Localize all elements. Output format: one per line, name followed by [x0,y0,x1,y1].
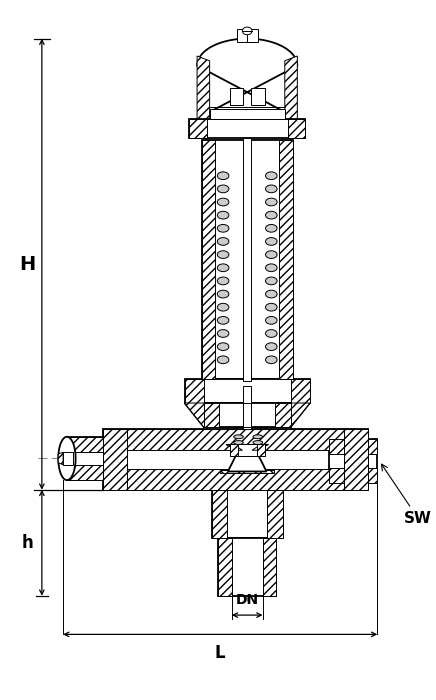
Ellipse shape [217,290,229,298]
Polygon shape [211,490,227,538]
Polygon shape [184,379,204,403]
Ellipse shape [217,172,229,180]
Bar [243,386,251,429]
Bar [243,138,251,381]
Polygon shape [228,456,266,472]
Polygon shape [267,490,283,538]
Ellipse shape [266,172,277,180]
Bar [243,403,251,427]
Polygon shape [329,439,377,454]
Polygon shape [288,118,305,138]
Ellipse shape [266,277,277,285]
Ellipse shape [266,264,277,272]
Polygon shape [67,437,117,452]
Ellipse shape [217,303,229,311]
Bar [184,379,310,403]
Ellipse shape [266,356,277,364]
Bar [251,88,265,105]
Ellipse shape [266,185,277,193]
Ellipse shape [253,440,262,444]
Polygon shape [275,403,290,427]
Bar [202,140,293,379]
Polygon shape [329,468,377,483]
Polygon shape [102,468,368,490]
Ellipse shape [266,251,277,258]
Polygon shape [202,140,215,379]
Ellipse shape [217,211,229,219]
Ellipse shape [217,225,229,232]
Bar [230,88,243,105]
Ellipse shape [217,277,229,285]
Ellipse shape [266,316,277,324]
Polygon shape [63,452,73,465]
Ellipse shape [217,330,229,337]
Ellipse shape [266,225,277,232]
Ellipse shape [217,198,229,206]
Text: SW: SW [382,464,432,526]
Polygon shape [102,429,127,490]
Text: L: L [215,644,225,662]
Text: H: H [19,255,36,274]
Polygon shape [204,403,219,427]
Ellipse shape [266,290,277,298]
Polygon shape [262,538,276,596]
Polygon shape [226,444,242,450]
Text: DN: DN [235,594,259,608]
Ellipse shape [234,435,243,439]
Polygon shape [218,538,232,596]
Polygon shape [197,56,210,118]
Ellipse shape [58,437,75,480]
Polygon shape [257,444,265,456]
Polygon shape [102,429,368,450]
Bar [230,444,265,456]
Polygon shape [290,379,310,403]
Ellipse shape [217,264,229,272]
Polygon shape [184,403,310,427]
Bar [211,490,283,538]
Bar [189,118,305,138]
Polygon shape [189,118,207,138]
Ellipse shape [217,251,229,258]
Ellipse shape [266,330,277,337]
Ellipse shape [217,356,229,364]
Polygon shape [197,38,297,118]
Polygon shape [184,403,219,427]
Ellipse shape [217,343,229,351]
Bar [237,29,258,43]
Ellipse shape [217,185,229,193]
Ellipse shape [217,316,229,324]
Ellipse shape [266,343,277,351]
Polygon shape [58,452,63,465]
Bar [210,109,285,118]
Ellipse shape [217,237,229,245]
Bar [102,429,368,490]
Polygon shape [279,140,293,379]
Bar [204,403,290,427]
Polygon shape [230,444,238,456]
Polygon shape [285,56,297,118]
Ellipse shape [266,303,277,311]
Ellipse shape [242,27,252,35]
Polygon shape [275,403,310,427]
Polygon shape [67,465,117,480]
Polygon shape [226,444,269,450]
Ellipse shape [266,237,277,245]
Ellipse shape [253,435,262,439]
Bar [218,538,276,596]
Polygon shape [252,444,269,450]
Ellipse shape [266,211,277,219]
Polygon shape [220,470,274,473]
Bar [329,439,377,483]
Ellipse shape [234,440,243,444]
Bar [67,437,117,480]
Polygon shape [344,429,368,490]
Ellipse shape [266,198,277,206]
Text: h: h [21,534,33,552]
